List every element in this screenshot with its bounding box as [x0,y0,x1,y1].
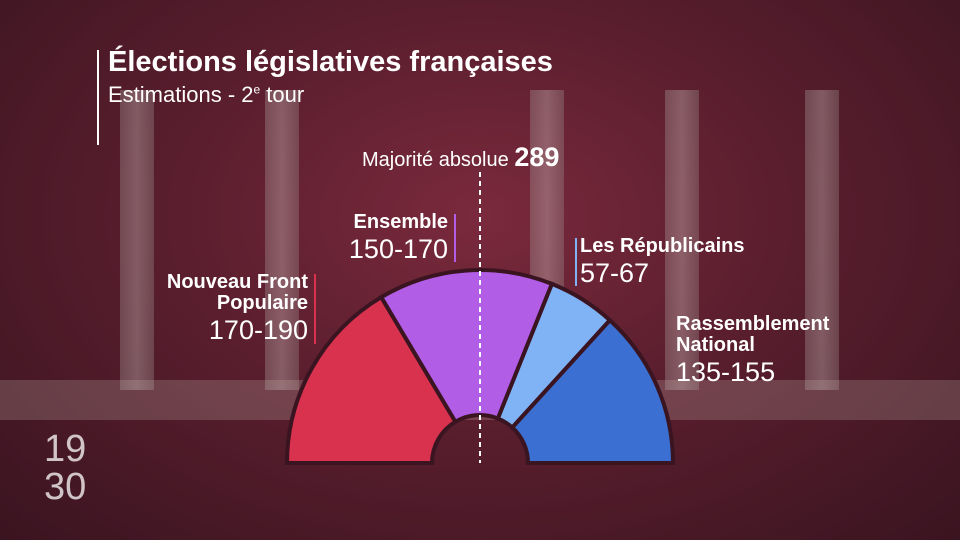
logo-top: 19 [44,428,87,470]
majority-value: 289 [514,142,560,172]
series-name: Les Républicains [580,235,745,257]
label-bar [454,214,456,262]
label-bar [575,238,577,286]
logo: 19 30 [44,430,86,506]
logo-bottom: 30 [44,466,87,508]
column [265,90,299,390]
hemicycle-segment [509,317,676,465]
series-range: 170-190 [208,315,308,345]
subtitle: Estimations - 2e tour [108,82,304,108]
column [120,90,154,390]
series-label: Nouveau Front Populaire 170-190 [108,271,308,345]
series-name: Ensemble [353,211,448,233]
series-range: 135-155 [676,357,776,387]
hemicycle-segment [284,294,459,465]
subtitle-text: Estimations - 2 [108,82,254,107]
series-label: Ensemble 150-170 [248,211,448,264]
series-label: Les Républicains 57-67 [580,235,800,288]
majority-label: Majorité absolue [362,149,509,171]
subtitle-text: tour [260,82,305,107]
series-name: Rassemblement National [676,313,830,356]
series-range: 150-170 [348,234,448,264]
majority: Majorité absolue 289 [362,142,559,173]
column [665,90,699,390]
title-rule [97,50,99,145]
column [805,90,839,390]
title: Élections législatives françaises [108,46,553,78]
hemicycle-segment [378,268,555,425]
series-label: Rassemblement National 135-155 [676,313,896,387]
label-bar [314,274,316,344]
subtitle-sup: e [253,82,261,97]
series-range: 57-67 [580,258,650,288]
series-name: Nouveau Front Populaire [166,271,308,314]
